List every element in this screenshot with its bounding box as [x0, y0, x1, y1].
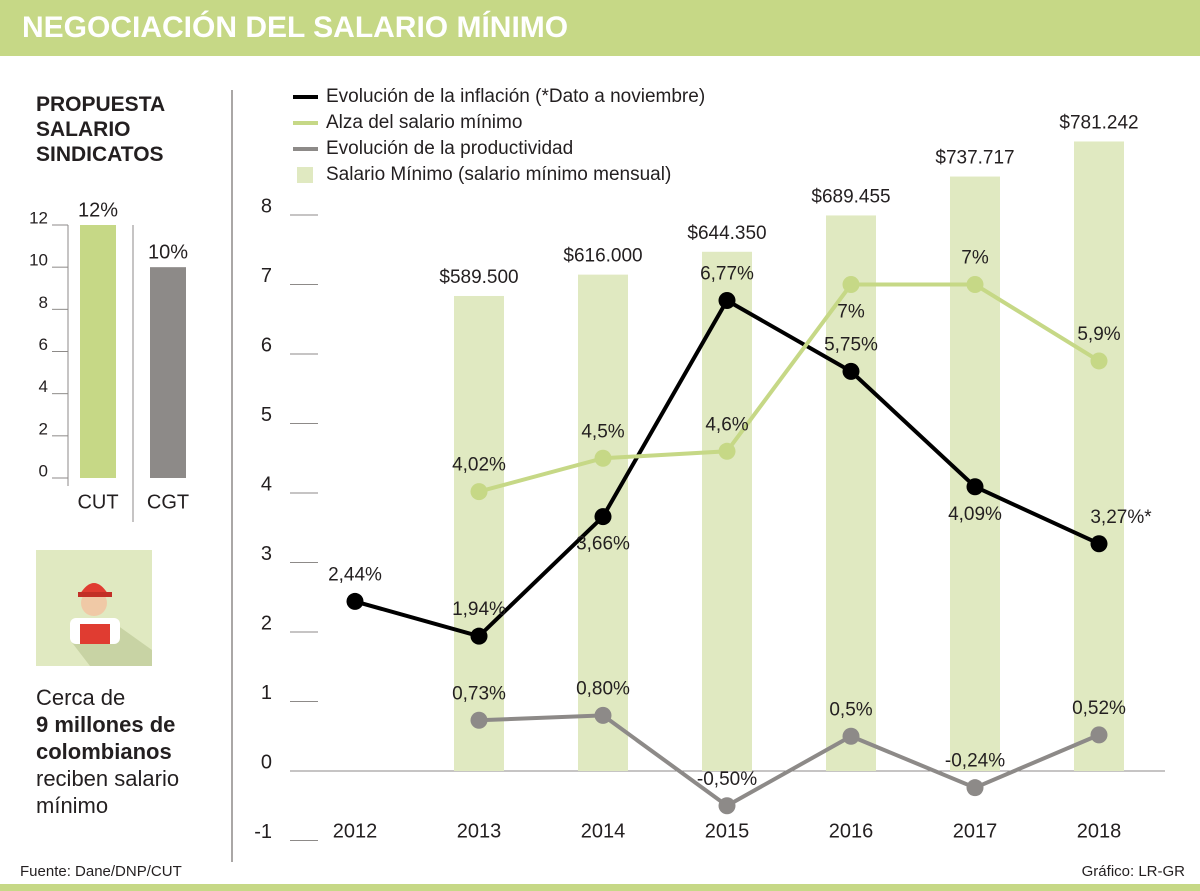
worker-icon	[36, 550, 152, 666]
value-label: 0,5%	[829, 699, 872, 720]
x-tick-label: 2014	[581, 820, 626, 842]
x-tick-label: 2013	[457, 820, 502, 842]
value-label: 1,94%	[452, 599, 506, 620]
point	[842, 727, 860, 745]
point	[594, 706, 612, 724]
point	[718, 442, 736, 460]
value-label: $781.242	[1059, 112, 1138, 133]
x-tick-label: 2016	[829, 820, 874, 842]
legend-label: Evolución de la inflación (*Dato a novie…	[326, 86, 705, 107]
y-tick-label: 12	[29, 208, 48, 227]
y-tick-label: 10	[29, 251, 48, 270]
x-tick-label: 2017	[953, 820, 998, 842]
point	[966, 779, 984, 797]
y-tick-label: 8	[261, 195, 272, 217]
point	[718, 291, 736, 309]
value-label: -0,50%	[697, 769, 757, 790]
value-label: 0,52%	[1072, 698, 1126, 719]
note-lead: Cerca de	[36, 685, 126, 710]
value-label: 0,73%	[452, 683, 506, 704]
x-tick-label: 2018	[1077, 820, 1122, 842]
y-tick-label: 4	[39, 377, 48, 396]
value-label: 5,9%	[1077, 324, 1120, 345]
value-label: 7%	[837, 302, 865, 323]
value-label: $644.350	[687, 223, 766, 244]
x-tick-label: CUT	[77, 491, 118, 513]
y-tick-label: 4	[261, 473, 272, 495]
header-bar	[0, 0, 1200, 56]
value-label: 6,77%	[700, 264, 754, 285]
y-tick-label: 6	[261, 334, 272, 356]
value-label: $589.500	[439, 267, 518, 288]
value-label: $737.717	[935, 148, 1014, 169]
value-label: 3,66%	[576, 534, 630, 555]
value-label: 7%	[961, 248, 989, 269]
credit: Gráfico: LR-GR	[1082, 863, 1186, 880]
point	[718, 797, 736, 815]
value-label: 4,02%	[452, 455, 506, 476]
y-tick-label: 0	[261, 751, 272, 773]
value-label: $616.000	[563, 246, 642, 267]
note-tail: reciben salario mínimo	[36, 766, 180, 818]
point	[966, 276, 984, 293]
bar	[702, 251, 752, 771]
value-label: 0,80%	[576, 678, 630, 699]
small-chart-title: PROPUESTA SALARIO SINDICATOS	[36, 93, 165, 166]
x-tick-label: 2015	[705, 820, 750, 842]
source: Fuente: Dane/DNP/CUT	[20, 863, 182, 880]
point	[1090, 726, 1108, 744]
y-tick-label: 1	[261, 682, 272, 704]
point	[1090, 535, 1108, 553]
bar	[1074, 141, 1124, 771]
footer-bar	[0, 884, 1200, 891]
value-label: 2,44%	[328, 564, 382, 585]
line	[478, 713, 1100, 809]
bar	[150, 267, 186, 478]
point	[594, 508, 612, 526]
value-label: 10%	[148, 241, 188, 263]
value-label: -0,24%	[945, 751, 1005, 772]
y-tick-label: 5	[261, 404, 272, 426]
point	[470, 483, 488, 501]
point	[966, 478, 984, 496]
page-title: NEGOCIACIÓN DEL SALARIO MÍNIMO	[22, 10, 568, 44]
legend-label: Salario Mínimo (salario mínimo mensual)	[326, 164, 671, 185]
point	[470, 627, 488, 645]
y-tick-label: 0	[39, 461, 48, 480]
y-tick-label: 7	[261, 265, 272, 287]
value-label: $689.455	[811, 186, 890, 207]
value-label: 3,27%*	[1090, 507, 1152, 528]
point	[1090, 352, 1108, 370]
y-tick-label: 6	[39, 335, 48, 354]
bar	[826, 215, 876, 772]
note-highlight: 9 millones de colombianos	[36, 712, 176, 764]
value-label: 4,6%	[705, 414, 748, 435]
value-label: 4,09%	[948, 504, 1002, 525]
note: Cerca de 9 millones de colombianos recib…	[36, 684, 216, 819]
y-tick-label: 2	[39, 419, 48, 438]
line	[478, 282, 1101, 494]
point	[842, 276, 860, 293]
legend-label: Alza del salario mínimo	[326, 112, 522, 133]
point	[470, 711, 488, 729]
x-tick-label: 2012	[333, 820, 378, 842]
legend-label: Evolución de la productividad	[326, 138, 573, 159]
value-label: 12%	[78, 199, 118, 221]
x-tick-label: CGT	[147, 491, 189, 513]
y-tick-label: 3	[261, 543, 272, 565]
bar	[454, 295, 504, 771]
point	[842, 362, 860, 380]
y-tick-label: 2	[261, 612, 272, 634]
bar	[80, 225, 116, 478]
point	[594, 449, 612, 467]
y-tick-label: 8	[39, 293, 48, 312]
legend-swatch	[297, 167, 313, 183]
point	[346, 592, 364, 610]
value-label: 5,75%	[824, 334, 878, 355]
value-label: 4,5%	[581, 421, 624, 442]
y-tick-label: -1	[254, 821, 272, 843]
